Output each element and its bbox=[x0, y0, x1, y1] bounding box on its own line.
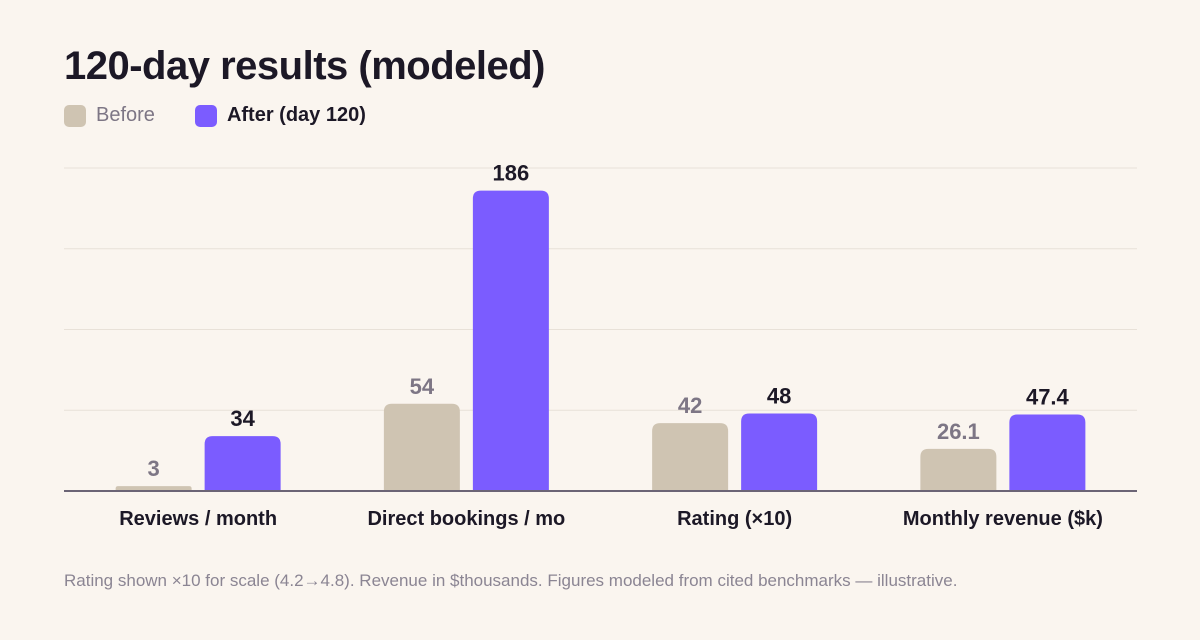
data-label-before: 3 bbox=[148, 456, 160, 481]
legend-label-after: After (day 120) bbox=[226, 104, 366, 126]
legend-swatch-before bbox=[64, 104, 86, 127]
category-label: Rating (×10) bbox=[677, 508, 792, 530]
legend-label-before: Before bbox=[96, 104, 155, 126]
bar-after bbox=[204, 436, 281, 491]
bar-after bbox=[1009, 414, 1086, 491]
bar-after bbox=[741, 413, 818, 491]
category-label: Direct bookings / mo bbox=[367, 508, 565, 530]
data-label-after: 186 bbox=[493, 161, 530, 186]
category-label: Reviews / month bbox=[119, 508, 277, 530]
footnote: Rating shown ×10 for scale (4.2→4.8). Re… bbox=[64, 571, 958, 590]
bar-before bbox=[920, 448, 997, 491]
bar-after bbox=[472, 190, 549, 492]
legend-item-before: Before bbox=[64, 104, 155, 127]
bar-before bbox=[652, 423, 729, 491]
data-label-after: 34 bbox=[230, 406, 255, 431]
legend-swatch-after bbox=[194, 104, 217, 127]
data-label-before: 26.1 bbox=[937, 419, 980, 444]
legend: Before After (day 120) bbox=[64, 104, 366, 127]
data-label-after: 47.4 bbox=[1026, 384, 1070, 409]
data-label-before: 42 bbox=[678, 393, 702, 418]
bar-before bbox=[115, 486, 192, 491]
data-label-after: 48 bbox=[767, 383, 791, 408]
data-label-before: 54 bbox=[410, 374, 435, 399]
legend-item-after: After (day 120) bbox=[194, 104, 366, 127]
chart-title: 120-day results (modeled) bbox=[64, 44, 546, 88]
bar-before bbox=[383, 403, 460, 491]
category-label: Monthly revenue ($k) bbox=[903, 508, 1103, 530]
